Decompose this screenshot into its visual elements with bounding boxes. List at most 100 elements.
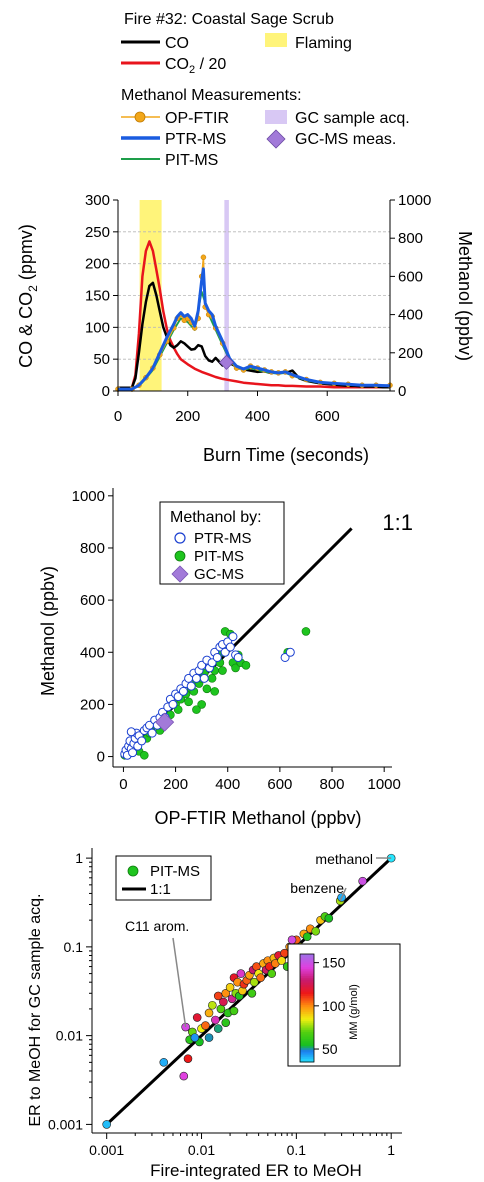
p1-right-tick-label: 400	[398, 307, 423, 324]
p3-colorbar-segment	[300, 1056, 314, 1059]
p2-y-tick-label: 800	[80, 540, 105, 557]
p3-point	[208, 1000, 217, 1010]
p3-colorbar-segment	[300, 981, 314, 984]
legend-opftir-label: OP-FTIR	[165, 110, 229, 127]
p3-colorbar-segment	[300, 961, 314, 964]
legend-gc-acq-swatch	[265, 110, 287, 124]
p3-colorbar: 50 100 150	[287, 943, 401, 1067]
p2-ptr-point	[147, 728, 157, 738]
p2-one-to-one-label: 1:1	[382, 510, 413, 535]
p3-annotation-label: C11 arom.	[125, 918, 189, 934]
p3-colorbar-segment	[300, 977, 314, 980]
p2-ptr-point	[285, 647, 295, 657]
p3-x-tick-label: 0.001	[89, 1142, 124, 1158]
p3-colorbar-segment	[300, 1054, 314, 1058]
p1-xlabel: Burn Time (seconds)	[203, 445, 369, 465]
p3-x-tick-label: 0.1	[287, 1142, 307, 1158]
p2-ptr-point	[225, 642, 235, 652]
p3-colorbar-segment	[300, 964, 314, 968]
p3-colorbar-segment	[300, 959, 314, 962]
p1-left-tick-label: 0	[102, 383, 110, 400]
p3-colorbar-segment	[300, 1047, 314, 1050]
p3-y-tick-label: 0.001	[48, 1116, 83, 1132]
p2-ptr-point	[137, 736, 147, 746]
p3-point	[213, 1024, 223, 1033]
legend-gc-acq-label: GC sample acq.	[295, 110, 410, 127]
p3-colorbar-segment	[300, 963, 314, 966]
p1-x-tick-label: 600	[315, 408, 340, 425]
p3-colorbar-segment	[300, 966, 314, 969]
p2-pit-point	[173, 705, 183, 714]
p3-colorbar-segment	[300, 997, 314, 1000]
p3-colorbar-segment	[300, 1002, 314, 1005]
p3-colorbar-segment	[300, 1000, 314, 1004]
p3-colorbar-segment	[300, 988, 314, 991]
p1-left-tick-label: 150	[85, 288, 110, 305]
p2-y-tick-label: 200	[80, 696, 105, 713]
p2-ylabel: Methanol (ppbv)	[38, 566, 58, 696]
p2-legend-gc-marker	[171, 565, 189, 583]
p3-ylabel: ER to MeOH for GC sample acq.	[27, 894, 44, 1127]
p3-colorbar-segment	[300, 1029, 314, 1032]
p3-y-tick-label: 0.1	[64, 939, 84, 955]
p3-point	[287, 935, 297, 945]
p3-point	[219, 997, 228, 1007]
p1-right-tick-label: 800	[398, 230, 423, 247]
p1-right-tick-label: 0	[398, 383, 406, 400]
p2-xlabel: OP-FTIR Methanol (ppbv)	[154, 808, 361, 828]
p2-x-tick-label: 0	[119, 776, 127, 793]
legend-co2-label: CO2 / 20	[165, 56, 226, 76]
p3-colorbar-segment	[300, 1049, 314, 1052]
time-series-panel: 0 50 100 150 200 250 300 0 200 400 600 800 1000 0 200 4…	[16, 192, 475, 465]
p2-legend-ptr-marker	[174, 532, 186, 544]
p3-colorbar-segment	[300, 1058, 314, 1061]
p3-legend-pit-marker	[127, 865, 139, 877]
p2-legend-pit-marker	[174, 550, 186, 562]
p3-colorbar-segment	[300, 1040, 314, 1043]
p2-x-tick-label: 200	[163, 776, 188, 793]
legend-methanol-title: Methanol Measurements:	[121, 87, 302, 104]
p3-xlabel: Fire-integrated ER to MeOH	[150, 1161, 362, 1180]
p1-ylabel-left: CO & CO2 (ppmv)	[16, 224, 40, 368]
p2-gc-point	[155, 712, 175, 732]
p3-colorbar-segment	[300, 954, 314, 957]
p3-legend-box	[115, 855, 212, 901]
p2-pit-point	[210, 687, 219, 696]
p2-legend-title: Methanol by:	[170, 509, 262, 526]
p1-left-tick-label: 100	[85, 319, 110, 336]
p3-y-tick-label: 0.01	[56, 1028, 83, 1044]
p3-point	[277, 956, 286, 965]
p3-colorbar-segment	[300, 1031, 314, 1034]
p3-point	[221, 1018, 231, 1027]
p2-ptr-point	[197, 660, 207, 670]
p3-point	[211, 1015, 220, 1025]
p2-legend: Methanol by: PTR-MS PIT-MS GC-MS	[159, 501, 285, 585]
p1-right-tick-label: 1000	[398, 192, 431, 209]
p3-colorbar-segment	[300, 1024, 314, 1027]
p3-colorbar-segment	[300, 990, 314, 993]
p3-colorbar-outline	[299, 953, 315, 1063]
p3-point	[358, 876, 367, 886]
p2-ptr-point	[191, 673, 201, 683]
p1-series-co2-20	[118, 240, 390, 390]
p1-x-tick-label: 0	[114, 408, 122, 425]
p3-point	[267, 969, 277, 978]
p3-colorbar-segment	[300, 1027, 314, 1031]
p3-colorbar-segment	[300, 1044, 314, 1047]
p3-colorbar-segment	[300, 972, 314, 975]
p3-annotation-label: benzene	[290, 880, 344, 896]
p3-legend-line-label: 1:1	[150, 881, 171, 898]
p3-colorbar-segment	[300, 1009, 314, 1013]
p3-point	[190, 1033, 200, 1042]
legend-pitms-label: PIT-MS	[165, 152, 218, 169]
p1-left-tick-label: 250	[85, 224, 110, 241]
p3-colorbar-segment	[300, 1015, 314, 1018]
p3-colorbar-segment	[300, 1006, 314, 1009]
p3-point	[236, 969, 246, 978]
p2-pit-point	[301, 627, 311, 636]
p3-colorbar-segment	[300, 1018, 314, 1022]
p2-pit-point	[207, 674, 217, 683]
p2-pit-point	[184, 697, 193, 707]
p2-pit-point	[241, 661, 251, 670]
scatter-comparison-panel: 00 200 200 400 400 600 600 800 800 1000 1000 1:1 M…	[38, 488, 413, 828]
